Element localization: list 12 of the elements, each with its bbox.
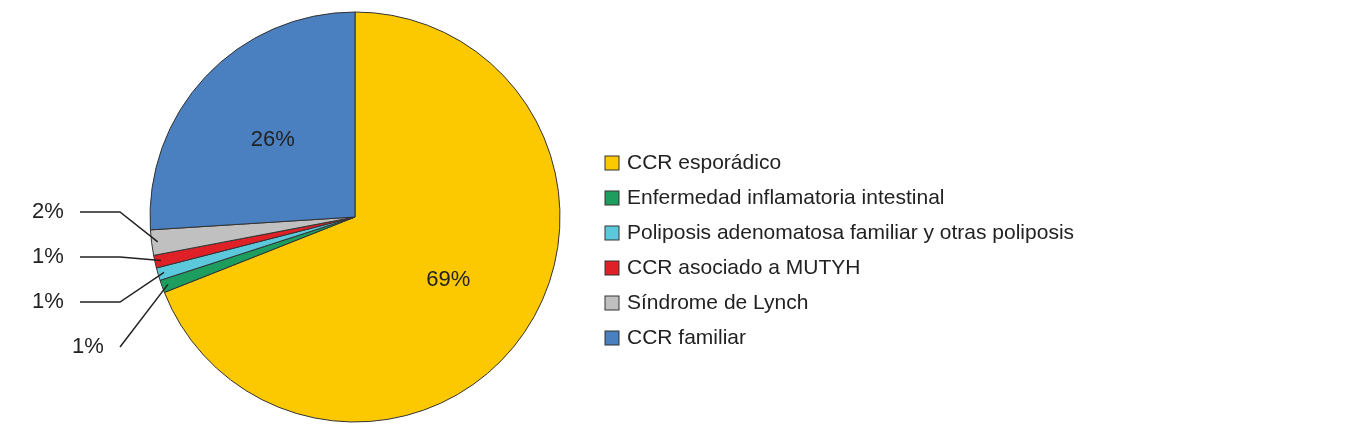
data-label: 1% <box>72 332 104 358</box>
data-label: 2% <box>32 197 64 223</box>
legend-label: CCR familiar <box>627 324 747 348</box>
data-label: 26% <box>250 125 295 151</box>
data-label: 69% <box>426 266 471 292</box>
legend-label: CCR asociado a MUTYH <box>627 254 861 278</box>
data-label: 1% <box>32 242 64 268</box>
legend-label: Poliposis adenomatosa familiar y otras poliposis <box>627 219 1075 243</box>
legend-label: Enfermedad inflamatoria intestinal <box>627 184 945 208</box>
data-label: 1% <box>32 287 64 313</box>
legend-label: Síndrome de Lynch <box>627 289 809 313</box>
legend-label: CCR esporádico <box>627 149 782 173</box>
